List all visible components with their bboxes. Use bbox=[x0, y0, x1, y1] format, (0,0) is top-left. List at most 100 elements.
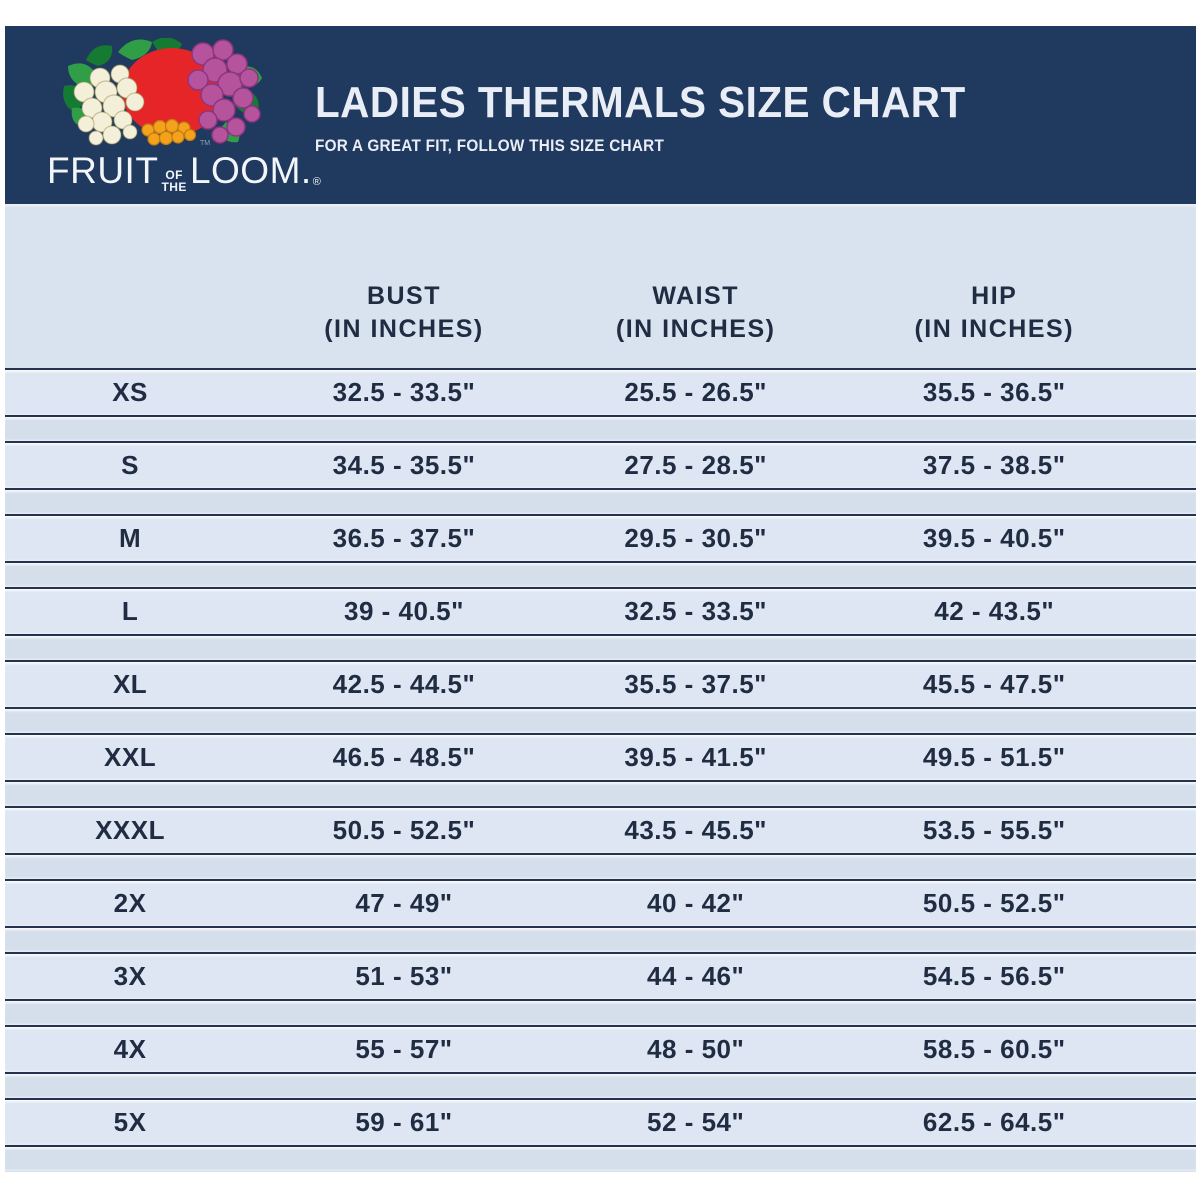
size-row: 4X 55 - 57" 48 - 50" 58.5 - 60.5" bbox=[5, 1025, 1196, 1098]
hip-unit-label: (IN INCHES) bbox=[914, 315, 1075, 343]
tm-mark: TM bbox=[200, 140, 210, 147]
size-row-band: XL 42.5 - 44.5" 35.5 - 37.5" 45.5 - 47.5… bbox=[5, 660, 1196, 709]
column-header-hip: HIP (IN INCHES) bbox=[863, 280, 1196, 346]
hip-value-cell: 45.5 - 47.5" bbox=[922, 669, 1066, 699]
waist-value-cell: 48 - 50" bbox=[647, 1034, 745, 1064]
waist-value-cell: 40 - 42" bbox=[647, 888, 745, 918]
waist-value-cell: 25.5 - 26.5" bbox=[624, 377, 767, 407]
bust-label: BUST bbox=[366, 282, 442, 310]
size-label-cell: 3X bbox=[113, 961, 147, 991]
size-row-band: XXXL 50.5 - 52.5" 43.5 - 45.5" 53.5 - 55… bbox=[5, 806, 1196, 855]
row-separator bbox=[5, 1147, 1196, 1171]
column-header-bust: BUST (IN INCHES) bbox=[255, 280, 553, 346]
size-row-band: 4X 55 - 57" 48 - 50" 58.5 - 60.5" bbox=[5, 1025, 1196, 1074]
row-separator bbox=[5, 709, 1196, 733]
row-separator bbox=[5, 490, 1196, 514]
hip-value-cell: 58.5 - 60.5" bbox=[922, 1034, 1066, 1064]
wordmark-of-the: OF THE bbox=[161, 168, 187, 194]
bust-unit-label: (IN INCHES) bbox=[324, 315, 484, 343]
size-row: M 36.5 - 37.5" 29.5 - 30.5" 39.5 - 40.5" bbox=[5, 514, 1196, 587]
size-row: L 39 - 40.5" 32.5 - 33.5" 42 - 43.5" bbox=[5, 587, 1196, 660]
size-label-cell: XXL bbox=[104, 742, 157, 772]
size-label-cell: 5X bbox=[113, 1107, 147, 1137]
size-row: XL 42.5 - 44.5" 35.5 - 37.5" 45.5 - 47.5… bbox=[5, 660, 1196, 733]
size-chart-graphic: TM FRUIT OF THE LOOM. ® LADIES THERMALS … bbox=[5, 26, 1196, 1172]
hip-value-cell: 35.5 - 36.5" bbox=[922, 377, 1066, 407]
hip-value-cell: 39.5 - 40.5" bbox=[922, 523, 1066, 553]
hip-value-cell: 50.5 - 52.5" bbox=[922, 888, 1066, 918]
size-label-cell: XXXL bbox=[95, 815, 166, 845]
size-row: S 34.5 - 35.5" 27.5 - 28.5" 37.5 - 38.5" bbox=[5, 441, 1196, 514]
brand-header: TM FRUIT OF THE LOOM. ® LADIES THERMALS … bbox=[5, 26, 1196, 204]
row-separator bbox=[5, 636, 1196, 660]
bust-value-cell: 42.5 - 44.5" bbox=[332, 669, 476, 699]
waist-value-cell: 52 - 54" bbox=[647, 1107, 745, 1137]
waist-value-cell: 32.5 - 33.5" bbox=[624, 596, 767, 626]
bust-value-cell: 47 - 49" bbox=[355, 888, 453, 918]
chart-subtitle: FOR A GREAT FIT, FOLLOW THIS SIZE CHART bbox=[315, 136, 665, 155]
size-row-band: 3X 51 - 53" 44 - 46" 54.5 - 56.5" bbox=[5, 952, 1196, 1001]
hip-value-cell: 53.5 - 55.5" bbox=[922, 815, 1066, 845]
size-row-band: XS 32.5 - 33.5" 25.5 - 26.5" 35.5 - 36.5… bbox=[5, 368, 1196, 417]
size-row-band: 5X 59 - 61" 52 - 54" 62.5 - 64.5" bbox=[5, 1098, 1196, 1147]
row-separator bbox=[5, 563, 1196, 587]
size-label-cell: M bbox=[118, 523, 142, 553]
bust-value-cell: 34.5 - 35.5" bbox=[332, 450, 476, 480]
column-header-waist: WAIST (IN INCHES) bbox=[553, 280, 863, 346]
size-label-cell: S bbox=[121, 450, 139, 480]
size-row: 3X 51 - 53" 44 - 46" 54.5 - 56.5" bbox=[5, 952, 1196, 1025]
waist-unit-label: (IN INCHES) bbox=[615, 315, 776, 343]
size-row-band: L 39 - 40.5" 32.5 - 33.5" 42 - 43.5" bbox=[5, 587, 1196, 636]
waist-value-cell: 43.5 - 45.5" bbox=[624, 815, 767, 845]
bust-value-cell: 55 - 57" bbox=[355, 1034, 453, 1064]
row-separator bbox=[5, 782, 1196, 806]
size-row-band: M 36.5 - 37.5" 29.5 - 30.5" 39.5 - 40.5" bbox=[5, 514, 1196, 563]
wordmark-of: OF bbox=[165, 168, 184, 182]
wordmark-fruit: FRUIT bbox=[47, 150, 159, 191]
size-table: BUST (IN INCHES) WAIST (IN INCHES) HIP (… bbox=[5, 204, 1196, 1172]
waist-value-cell: 35.5 - 37.5" bbox=[624, 669, 767, 699]
chart-title: LADIES THERMALS SIZE CHART bbox=[315, 78, 966, 127]
waist-label: WAIST bbox=[652, 282, 740, 310]
size-label-cell: XS bbox=[112, 377, 148, 407]
brand-wordmark: FRUIT OF THE LOOM. ® bbox=[47, 150, 321, 197]
bust-value-cell: 50.5 - 52.5" bbox=[332, 815, 476, 845]
bust-value-cell: 36.5 - 37.5" bbox=[332, 523, 476, 553]
hip-value-cell: 54.5 - 56.5" bbox=[922, 961, 1066, 991]
hip-value-cell: 62.5 - 64.5" bbox=[922, 1107, 1066, 1137]
size-row: XS 32.5 - 33.5" 25.5 - 26.5" 35.5 - 36.5… bbox=[5, 368, 1196, 441]
waist-value-cell: 29.5 - 30.5" bbox=[624, 523, 767, 553]
size-row-band: S 34.5 - 35.5" 27.5 - 28.5" 37.5 - 38.5" bbox=[5, 441, 1196, 490]
row-separator bbox=[5, 928, 1196, 952]
size-row-band: XXL 46.5 - 48.5" 39.5 - 41.5" 49.5 - 51.… bbox=[5, 733, 1196, 782]
hip-value-cell: 42 - 43.5" bbox=[934, 596, 1055, 626]
size-row: XXL 46.5 - 48.5" 39.5 - 41.5" 49.5 - 51.… bbox=[5, 733, 1196, 806]
size-row-band: 2X 47 - 49" 40 - 42" 50.5 - 52.5" bbox=[5, 879, 1196, 928]
hip-label: HIP bbox=[971, 282, 1018, 310]
fruit-cluster-icon: TM bbox=[63, 38, 262, 147]
size-label-cell: L bbox=[121, 596, 139, 626]
wordmark-loom: LOOM. bbox=[189, 150, 312, 191]
table-column-headers: BUST (IN INCHES) WAIST (IN INCHES) HIP (… bbox=[5, 204, 1196, 368]
size-row: XXXL 50.5 - 52.5" 43.5 - 45.5" 53.5 - 55… bbox=[5, 806, 1196, 879]
waist-value-cell: 39.5 - 41.5" bbox=[624, 742, 767, 772]
waist-value-cell: 27.5 - 28.5" bbox=[624, 450, 767, 480]
size-label-cell: XL bbox=[112, 669, 148, 699]
size-label-cell: 2X bbox=[113, 888, 147, 918]
waist-value-cell: 44 - 46" bbox=[647, 961, 745, 991]
hip-value-cell: 49.5 - 51.5" bbox=[922, 742, 1066, 772]
bust-value-cell: 32.5 - 33.5" bbox=[332, 377, 476, 407]
table-body: XS 32.5 - 33.5" 25.5 - 26.5" 35.5 - 36.5… bbox=[5, 368, 1196, 1171]
size-row: 2X 47 - 49" 40 - 42" 50.5 - 52.5" bbox=[5, 879, 1196, 952]
bust-value-cell: 39 - 40.5" bbox=[344, 596, 464, 626]
bust-value-cell: 51 - 53" bbox=[355, 961, 453, 991]
header-titles: LADIES THERMALS SIZE CHART FOR A GREAT F… bbox=[315, 26, 1022, 204]
bust-value-cell: 46.5 - 48.5" bbox=[332, 742, 476, 772]
hip-value-cell: 37.5 - 38.5" bbox=[922, 450, 1066, 480]
row-separator bbox=[5, 417, 1196, 441]
fruit-of-the-loom-logo: TM FRUIT OF THE LOOM. ® bbox=[5, 26, 321, 204]
wordmark-the: THE bbox=[161, 179, 187, 194]
bust-value-cell: 59 - 61" bbox=[355, 1107, 453, 1137]
size-label-cell: 4X bbox=[113, 1034, 147, 1064]
